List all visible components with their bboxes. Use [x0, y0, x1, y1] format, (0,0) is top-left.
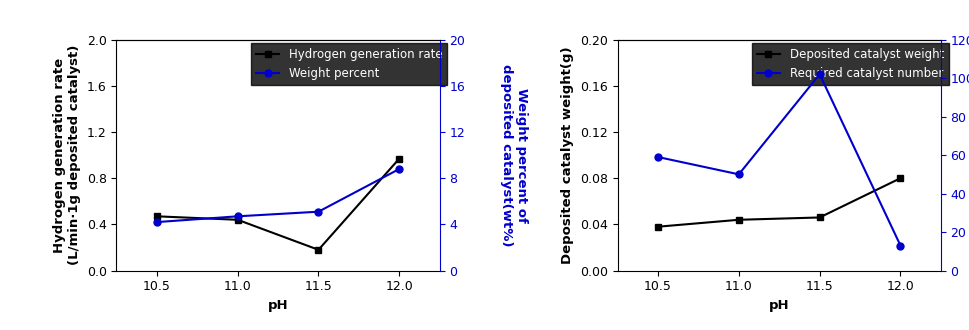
Deposited catalyst weight	[813, 215, 825, 219]
X-axis label: pH: pH	[267, 299, 288, 312]
Required catalyst number	[813, 72, 825, 76]
Line: Hydrogen generation rate: Hydrogen generation rate	[153, 155, 402, 253]
X-axis label: pH: pH	[768, 299, 789, 312]
Deposited catalyst weight	[651, 225, 663, 229]
Hydrogen generation rate	[312, 248, 324, 252]
Hydrogen generation rate	[393, 157, 405, 161]
Required catalyst number	[651, 155, 663, 159]
Line: Deposited catalyst weight: Deposited catalyst weight	[654, 175, 903, 230]
Y-axis label: Deposited catalyst weight(g): Deposited catalyst weight(g)	[561, 46, 574, 264]
Legend: Hydrogen generation rate, Weight percent: Hydrogen generation rate, Weight percent	[251, 43, 447, 84]
Weight percent	[232, 214, 243, 218]
Hydrogen generation rate	[232, 218, 243, 222]
Required catalyst number	[893, 244, 905, 248]
Weight percent	[312, 210, 324, 214]
Hydrogen generation rate	[151, 214, 163, 218]
Required catalyst number	[733, 172, 744, 176]
Legend: Deposited catalyst weight, Required catalyst number: Deposited catalyst weight, Required cata…	[751, 43, 948, 84]
Deposited catalyst weight	[893, 176, 905, 180]
Y-axis label: Hydrogen generation rate
(L/min·1g deposited catalyst): Hydrogen generation rate (L/min·1g depos…	[53, 45, 81, 265]
Line: Weight percent: Weight percent	[153, 165, 402, 226]
Line: Required catalyst number: Required catalyst number	[654, 71, 903, 249]
Weight percent	[393, 167, 405, 171]
Deposited catalyst weight	[733, 218, 744, 222]
Y-axis label: Weight percent of
deposited catalyst(wt%): Weight percent of deposited catalyst(wt%…	[499, 64, 527, 247]
Weight percent	[151, 220, 163, 224]
